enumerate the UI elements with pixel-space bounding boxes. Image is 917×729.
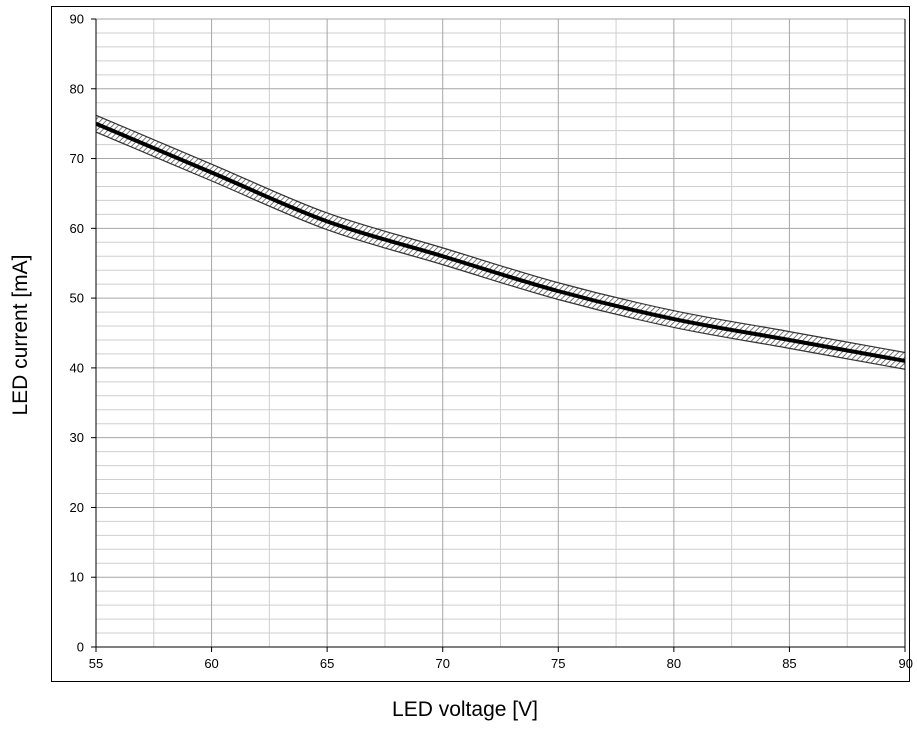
y-tick-label: 90 (70, 12, 84, 27)
axes (91, 18, 906, 652)
y-tick-label: 0 (77, 640, 84, 655)
x-tick-label: 60 (204, 656, 218, 671)
x-tick-label: 65 (320, 656, 334, 671)
tolerance-lower-edge (96, 131, 905, 370)
y-tick-label: 60 (70, 221, 84, 236)
x-axis-title: LED voltage [V] (392, 698, 538, 721)
y-axis-title: LED current [mA] (9, 254, 32, 415)
x-tick-label: 75 (551, 656, 565, 671)
y-tick-label: 20 (70, 500, 84, 515)
x-tick-label: 80 (667, 656, 681, 671)
tolerance-band-fill (96, 115, 905, 370)
tolerance-upper-edge (96, 114, 905, 354)
y-tick-label: 50 (70, 291, 84, 306)
y-tick-label: 70 (70, 151, 84, 166)
y-tick-label: 40 (70, 360, 84, 375)
series-line (96, 121, 905, 363)
series-lines (96, 121, 905, 363)
tolerance-band (96, 114, 905, 370)
x-tick-label: 55 (89, 656, 103, 671)
tick-labels: 0 10 20 30 40 50 60 70 80 90 55 60 65 70 75 80 85 90 (70, 12, 913, 672)
x-tick-label: 90 (899, 656, 913, 671)
x-tick-label: 85 (782, 656, 796, 671)
y-tick-label: 80 (70, 81, 84, 96)
y-tick-label: 30 (70, 430, 84, 445)
grid (95, 18, 906, 648)
x-tick-label: 70 (435, 656, 449, 671)
y-tick-label: 10 (70, 570, 84, 585)
